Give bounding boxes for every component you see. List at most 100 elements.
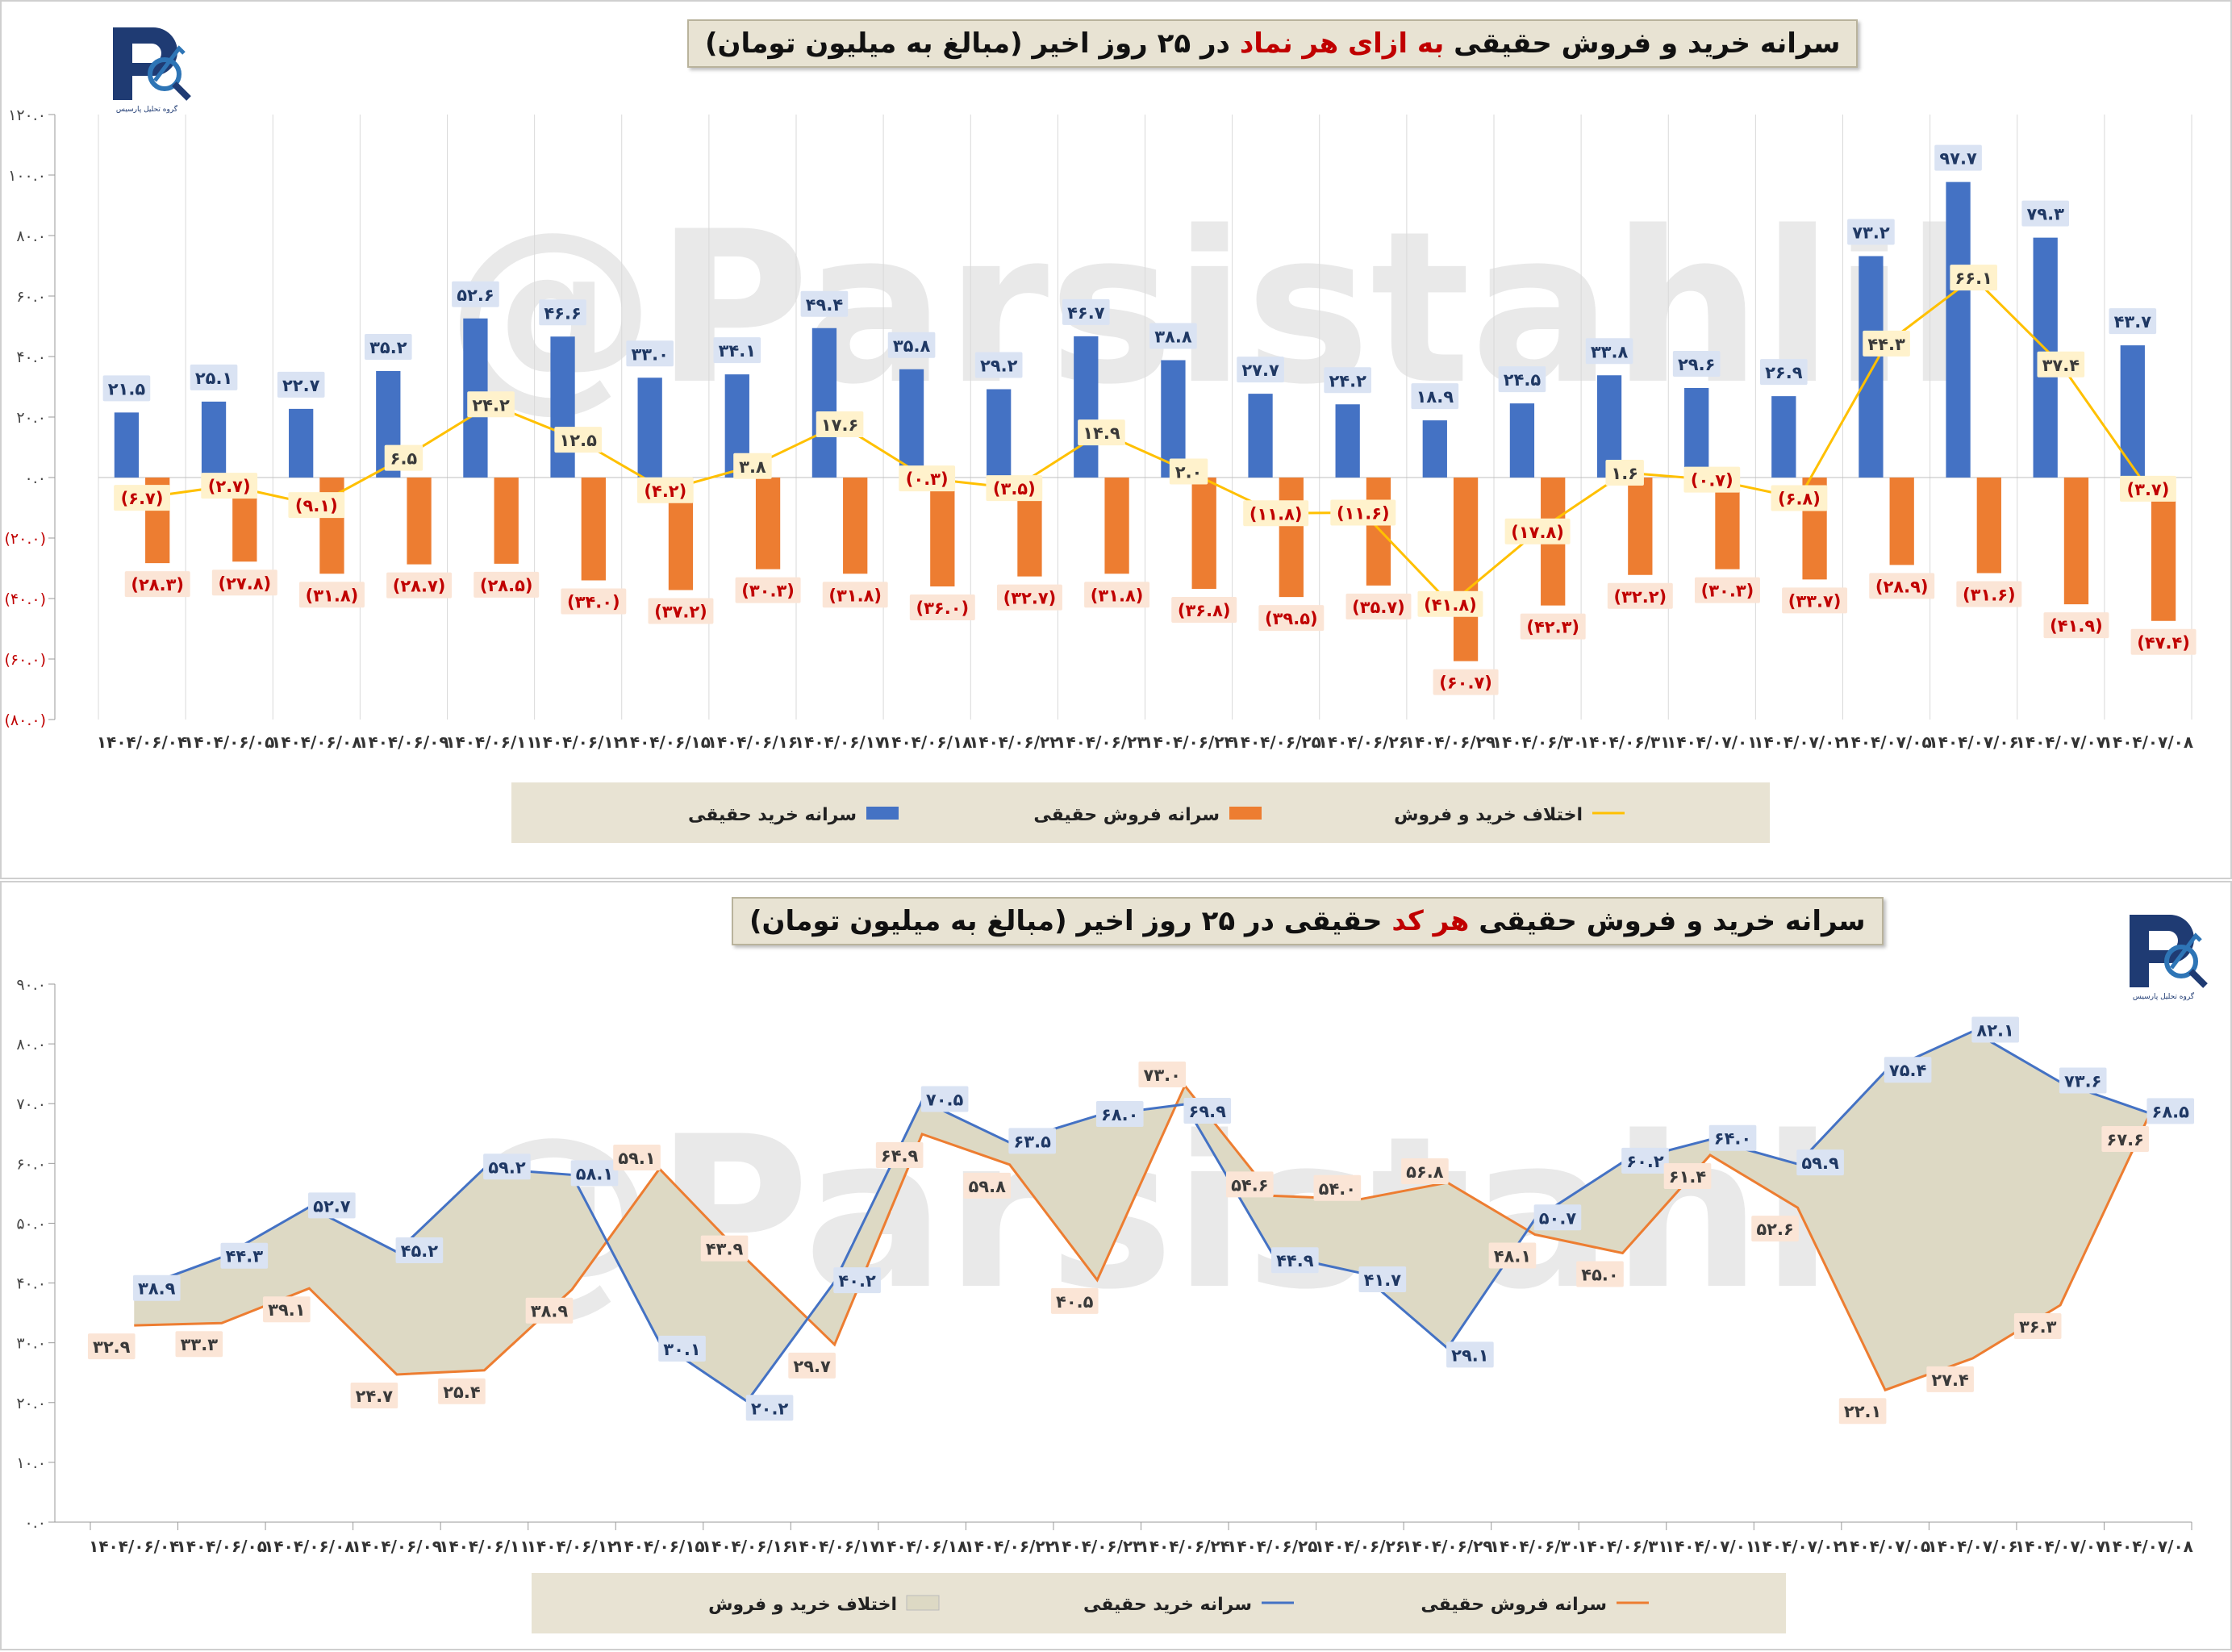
label-sell-text: (۳۱.۶): [1963, 586, 2016, 605]
logo-icon: گروه تحلیل پارسیس: [113, 27, 191, 114]
label-sell-bg: [822, 582, 888, 608]
x-tick-label: ۱۴۰۴/۰۶/۱۷: [789, 1537, 879, 1556]
label-sell: (۲۸.۳): [124, 571, 190, 598]
label-sell-bg: [996, 584, 1062, 611]
label-sell-bg: [1138, 1061, 1187, 1087]
x-tick-label: ۱۴۰۴/۰۶/۱۱: [445, 732, 536, 752]
x-tick-label: ۱۴۰۴/۰۶/۲۹: [1405, 732, 1496, 752]
label-buy-bg: [1847, 219, 1895, 245]
y-tick-label: ۲۰.۰: [16, 409, 46, 427]
x-tick-label: ۱۴۰۴/۰۶/۱۸: [877, 1537, 967, 1556]
label-sell-bg: [1869, 573, 1935, 599]
bar-sell: [843, 478, 868, 574]
x-tick-label: ۱۴۰۴/۰۶/۱۵: [614, 1537, 704, 1556]
label-diff-text: (۱۱.۸): [1250, 504, 1303, 524]
bar-buy: [637, 378, 662, 478]
label-diff-bg: [467, 391, 515, 418]
label-buy-bg: [483, 1153, 531, 1180]
label-sell-bg: [1225, 1171, 1274, 1198]
x-tick-label: ۱۴۰۴/۰۶/۰۹: [352, 1537, 442, 1556]
label-buy: ۴۶.۷: [1062, 298, 1110, 325]
label-sell: (۳۱.۸): [298, 582, 365, 608]
label-sell: (۳۹.۵): [1258, 605, 1325, 632]
y-tick-label: ۳۰.۰: [16, 1335, 46, 1353]
label-sell-text: (۲۸.۳): [131, 575, 184, 594]
label-diff: (۶.۷): [114, 485, 170, 511]
label-sell: (۳۱.۶): [1956, 581, 2022, 607]
x-tick-label: ۱۴۰۴/۰۶/۱۱: [439, 1537, 529, 1556]
bar-sell: [1628, 478, 1653, 575]
label-sell: ۳۳.۳: [175, 1331, 223, 1358]
label-diff-text: ۱۲.۵: [559, 431, 597, 450]
label-buy-text: ۵۲.۶: [457, 286, 494, 305]
area-diff: [134, 1031, 2148, 1402]
x-tick-label: ۱۴۰۴/۰۶/۲۶: [1318, 732, 1408, 752]
label-diff-text: (۴۱.۸): [1424, 595, 1477, 615]
label-buy-bg: [1358, 1266, 1407, 1292]
label-diff: (۱۷.۸): [1504, 518, 1571, 544]
label-buy: ۲۰.۲: [745, 1395, 794, 1421]
label-diff-bg: [986, 475, 1043, 502]
label-buy: ۲۹.۶: [1672, 351, 1721, 377]
label-sell-bg: [263, 1296, 311, 1323]
label-sell-bg: [1433, 669, 1499, 695]
label-buy: ۲۱.۵: [102, 375, 151, 402]
label-diff-bg: [1950, 265, 1998, 291]
label-sell-bg: [1084, 582, 1150, 608]
y-tick-label: ۱۰۰.۰: [8, 167, 46, 185]
x-tick-label: ۱۴۰۴/۰۷/۰۵: [1840, 1537, 1930, 1556]
label-diff-bg: [733, 453, 772, 479]
label-buy-text: ۷۳.۲: [1852, 223, 1890, 243]
label-sell-text: ۳۸.۹: [531, 1302, 569, 1321]
label-diff-text: ۳.۸: [739, 457, 766, 477]
x-tick-label: ۱۴۰۴/۰۶/۰۴: [89, 1537, 179, 1556]
label-buy-bg: [570, 1160, 619, 1187]
label-buy-text: ۲۶.۹: [1765, 363, 1803, 382]
label-buy-text: ۶۳.۵: [1013, 1132, 1051, 1151]
x-tick-label: ۱۴۰۴/۰۷/۰۵: [1841, 732, 1931, 752]
label-sell-text: (۳۴.۰): [567, 593, 620, 612]
label-sell-bg: [438, 1378, 486, 1404]
label-sell-text: (۶۰.۷): [1439, 674, 1492, 693]
label-sell-bg: [613, 1145, 661, 1171]
label-buy: ۴۴.۹: [1270, 1247, 1319, 1274]
label-sell-bg: [735, 577, 801, 603]
x-tick-label: ۱۴۰۴/۰۷/۰۶: [1929, 732, 2019, 752]
label-buy-bg: [1672, 351, 1721, 377]
label-buy-text: ۴۱.۷: [1364, 1270, 1402, 1290]
label-sell-text: ۲۹.۷: [793, 1357, 831, 1376]
bar-buy: [1161, 360, 1186, 478]
label-buy-text: ۴۳.۷: [2114, 312, 2152, 332]
label-buy-text: ۴۶.۶: [544, 303, 581, 323]
label-buy: ۳۴.۱: [713, 337, 761, 364]
label-buy-text: ۷۳.۶: [2064, 1072, 2101, 1091]
label-buy-bg: [833, 1267, 881, 1294]
label-sell-bg: [1782, 587, 1848, 614]
label-diff: (۹.۱): [288, 492, 345, 519]
x-tick-label: ۱۴۰۴/۰۷/۰۲: [1752, 1537, 1842, 1556]
x-tick-label: ۱۴۰۴/۰۶/۱۸: [882, 732, 972, 752]
label-diff-bg: [288, 492, 345, 519]
label-buy-text: ۴۶.۷: [1067, 303, 1105, 323]
bar-sell: [2063, 478, 2089, 605]
label-sell: (۳۵.۷): [1345, 593, 1412, 620]
bar-sell: [1889, 478, 1914, 565]
bar-sell: [930, 478, 955, 586]
label-buy-bg: [658, 1335, 706, 1362]
bar-buy: [1946, 181, 1971, 478]
label-buy-text: ۳۵.۸: [893, 336, 931, 356]
label-diff: (۰.۳): [899, 465, 956, 492]
label-sell-text: ۲۴.۷: [356, 1387, 394, 1406]
label-buy-text: ۳۵.۲: [369, 338, 407, 357]
label-sell-bg: [1694, 577, 1760, 603]
label-buy-bg: [1095, 1101, 1144, 1128]
x-tick-label: ۱۴۰۴/۰۶/۳۰: [1490, 1537, 1580, 1556]
label-buy-bg: [277, 371, 325, 398]
x-tick-label: ۱۴۰۴/۰۶/۰۵: [184, 732, 274, 752]
label-buy: ۴۰.۲: [833, 1267, 881, 1294]
label-sell-bg: [1956, 581, 2022, 607]
label-buy: ۲۷.۷: [1237, 357, 1284, 383]
label-buy-bg: [1149, 323, 1197, 349]
y-tick-label: ۸۰.۰: [16, 227, 46, 245]
label-diff: (۳.۵): [986, 475, 1043, 502]
